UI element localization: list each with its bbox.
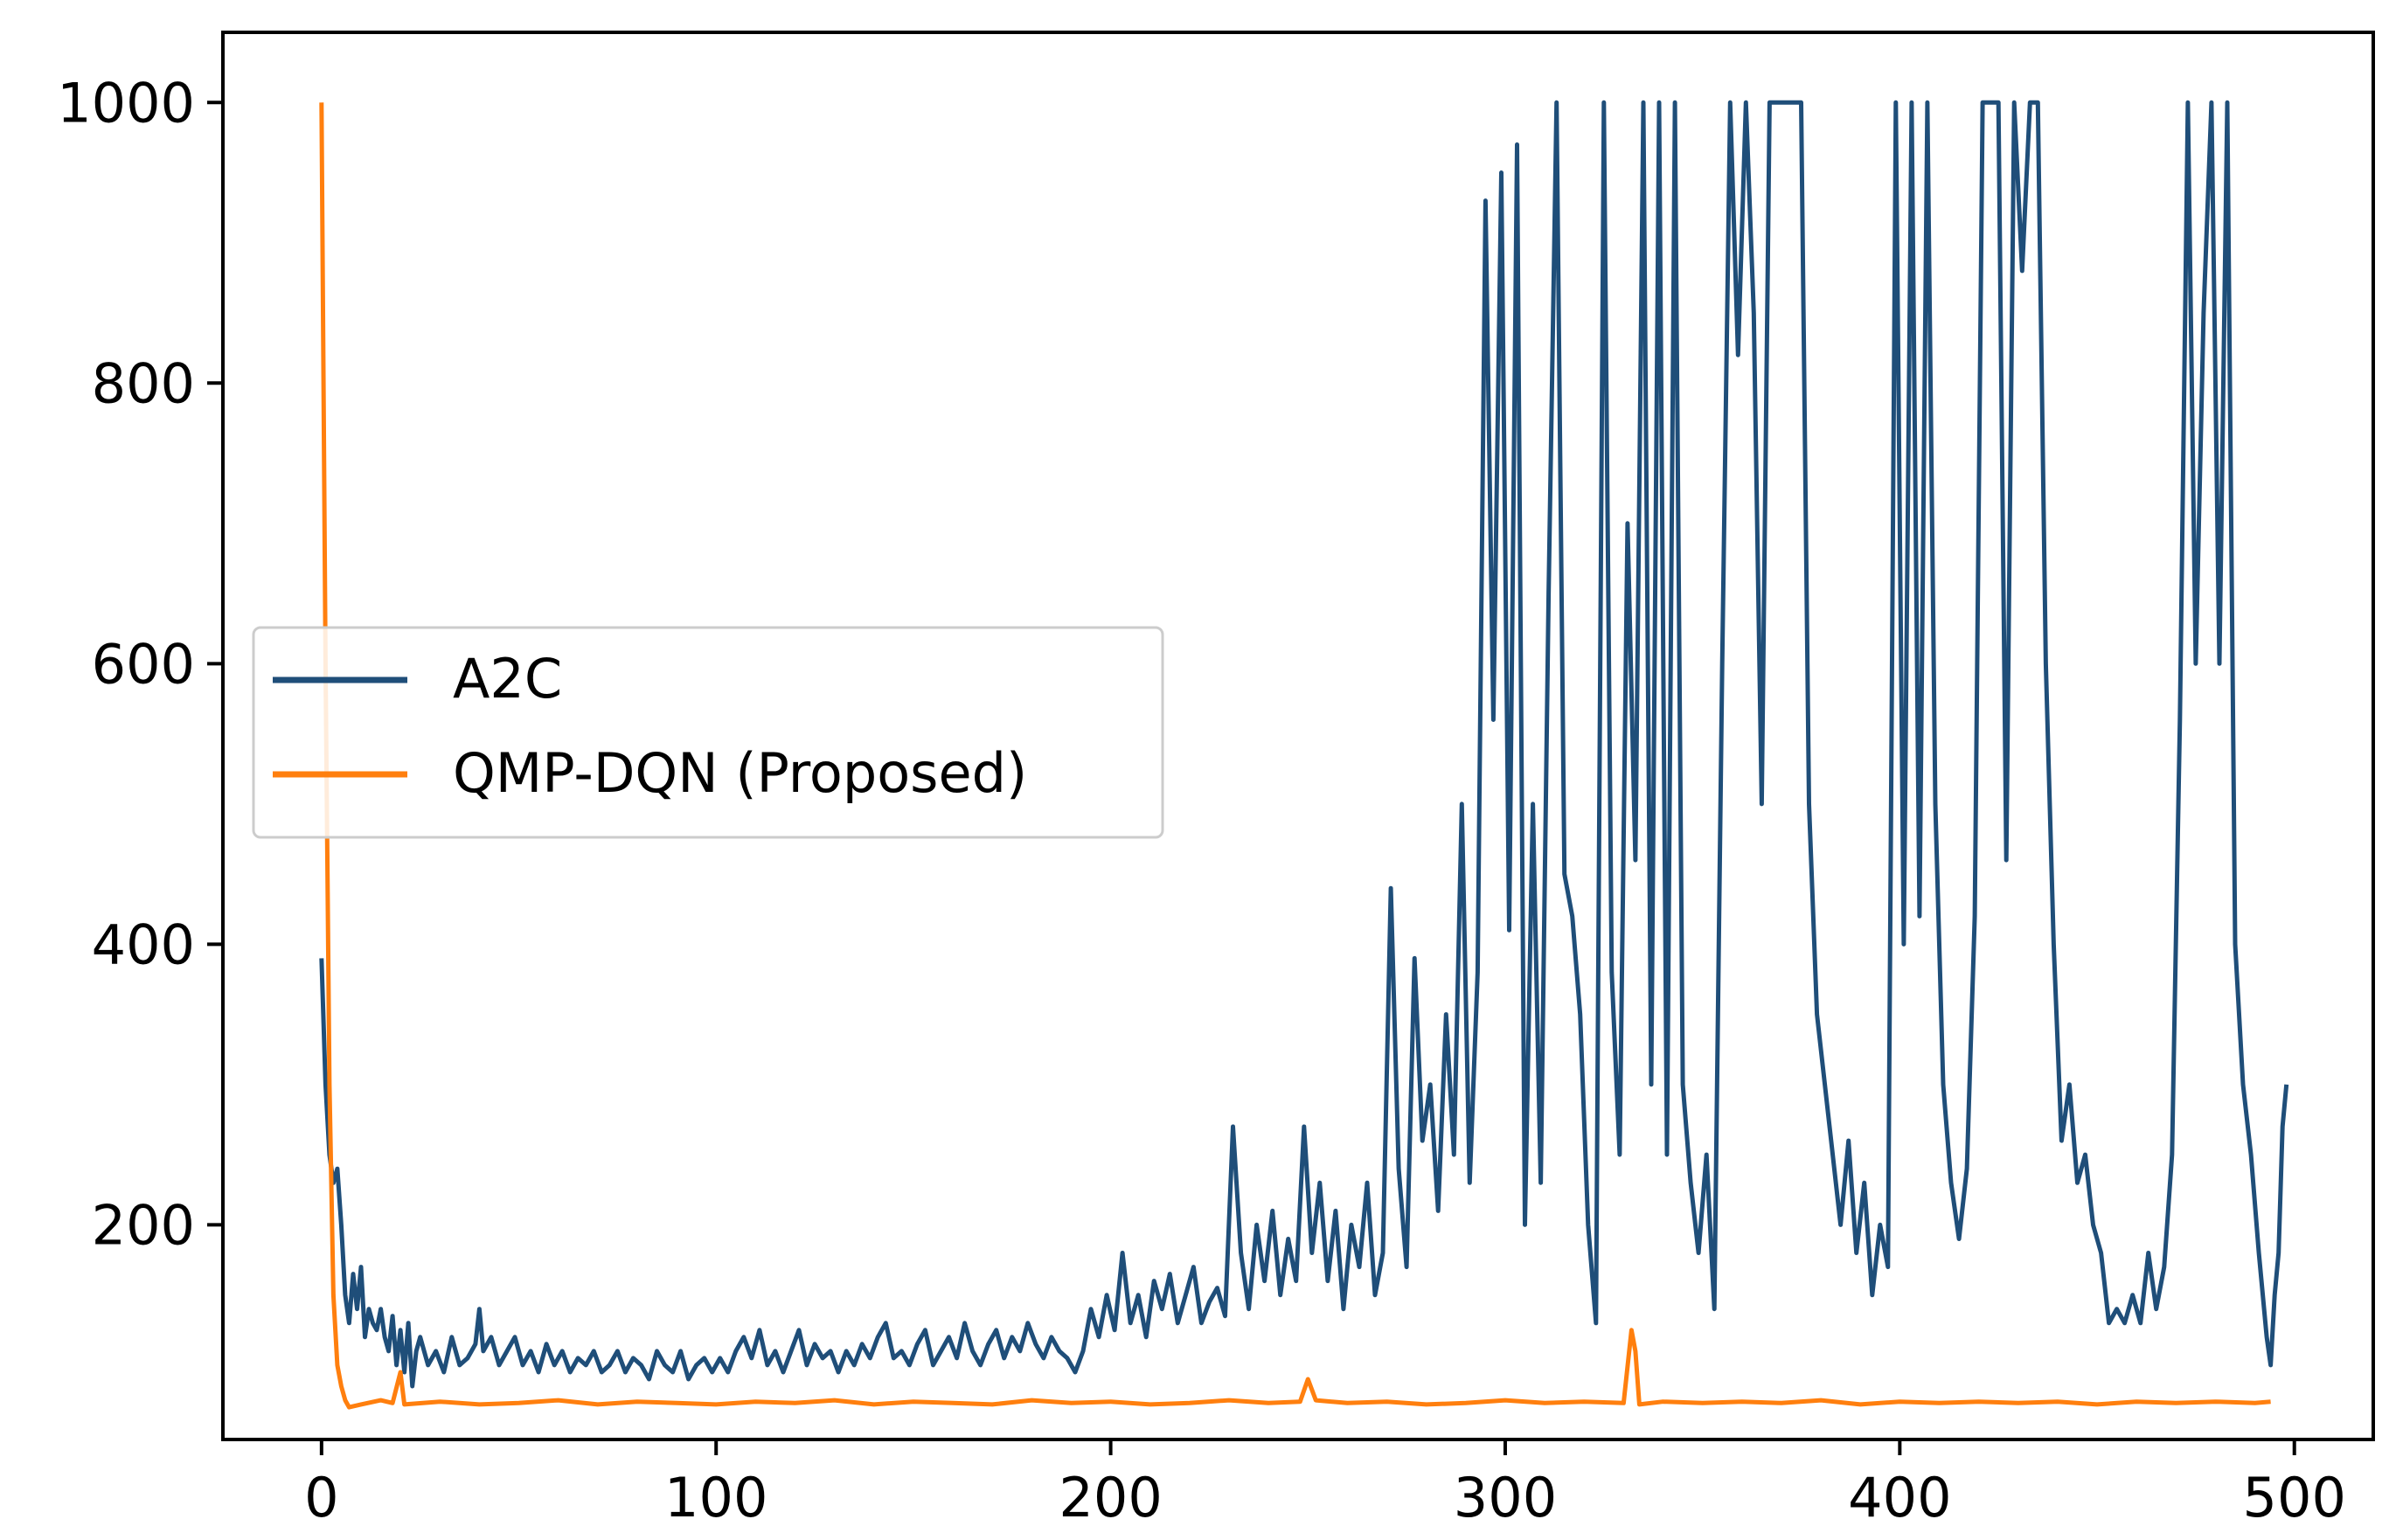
axis-layer: 0 100 200 300 400 500 200 400 600 800 1000 [57, 71, 2346, 1530]
legend-label-a2c: A2C [453, 647, 562, 711]
x-tick-label: 500 [2243, 1466, 2346, 1530]
plot-frame [221, 31, 2375, 1441]
series-line-a2c [319, 100, 2289, 1389]
x-tick-label: 0 [304, 1466, 338, 1530]
legend: A2C QMP-DQN (Proposed) [252, 626, 1164, 839]
series-line-qmp-dqn-proposed [319, 102, 2271, 1410]
y-tick-label: 200 [92, 1193, 195, 1257]
x-tick-label: 100 [664, 1466, 767, 1530]
x-tick-label: 200 [1059, 1466, 1162, 1530]
x-tick-label: 300 [1454, 1466, 1557, 1530]
series-layer [319, 100, 2289, 1410]
y-tick-label: 400 [92, 912, 195, 976]
legend-box [252, 626, 1164, 839]
legend-label-qmp-dqn: QMP-DQN (Proposed) [453, 741, 1027, 805]
y-tick-label: 800 [92, 351, 195, 415]
x-tick-label: 400 [1848, 1466, 1951, 1530]
y-tick-label: 1000 [57, 71, 195, 135]
y-tick-label: 600 [92, 632, 195, 696]
